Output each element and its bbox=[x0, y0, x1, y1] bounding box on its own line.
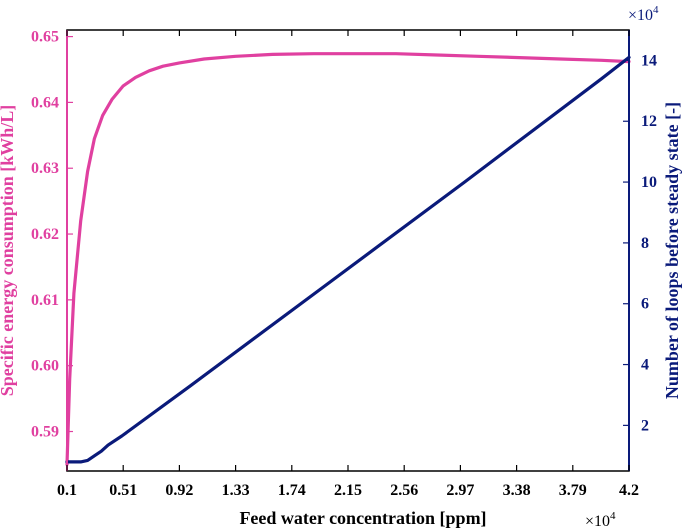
right-y-axis-exponent: ×104 bbox=[628, 4, 659, 24]
right-y-tick-label: 14 bbox=[641, 52, 657, 69]
left-y-tick-label: 0.65 bbox=[31, 29, 59, 46]
energy-consumption-line bbox=[65, 52, 631, 466]
right-y-tick-label: 12 bbox=[641, 113, 657, 130]
right-y-axis-title: Number of loops before steady state [-] bbox=[662, 102, 682, 399]
left-y-tick-label: 0.59 bbox=[31, 424, 59, 441]
x-tick-label: 3.79 bbox=[559, 482, 587, 499]
left-y-axis-title: Specific energy consumption [kWh/L] bbox=[0, 105, 17, 397]
x-tick-label: 0.1 bbox=[57, 482, 77, 499]
x-tick-label: 0.51 bbox=[109, 482, 137, 499]
loops-count-line bbox=[65, 55, 631, 464]
x-tick-label: 2.56 bbox=[390, 482, 418, 499]
x-tick-label: 2.15 bbox=[334, 482, 362, 499]
x-axis-exponent-power: 4 bbox=[610, 510, 616, 522]
x-axis-title: Feed water concentration [ppm] bbox=[239, 508, 486, 528]
x-tick-label: 4.2 bbox=[619, 482, 639, 499]
x-tick-label: 1.33 bbox=[222, 482, 250, 499]
left-y-tick-label: 0.64 bbox=[31, 94, 59, 111]
left-y-tick-label: 0.60 bbox=[31, 358, 59, 375]
x-tick-label: 2.97 bbox=[446, 482, 474, 499]
x-axis-exponent: ×104 bbox=[585, 510, 616, 529]
right-y-tick-label: 8 bbox=[641, 235, 649, 252]
x-tick-label: 3.38 bbox=[503, 482, 531, 499]
plot-area-frame bbox=[66, 29, 630, 472]
right-y-tick-label: 10 bbox=[641, 174, 657, 191]
right-y-axis-exponent-base: ×10 bbox=[628, 7, 653, 24]
left-y-tick-label: 0.62 bbox=[31, 226, 59, 243]
right-y-tick-label: 2 bbox=[641, 417, 649, 434]
right-y-tick-label: 6 bbox=[641, 296, 649, 313]
right-y-axis-exponent-power: 4 bbox=[653, 4, 659, 16]
left-y-tick-label: 0.63 bbox=[31, 160, 59, 177]
x-axis-exponent-base: ×10 bbox=[585, 513, 610, 529]
left-y-tick-label: 0.61 bbox=[31, 292, 59, 309]
x-tick-label: 0.92 bbox=[165, 482, 193, 499]
right-y-tick-label: 4 bbox=[641, 357, 649, 374]
x-tick-label: 1.74 bbox=[278, 482, 306, 499]
